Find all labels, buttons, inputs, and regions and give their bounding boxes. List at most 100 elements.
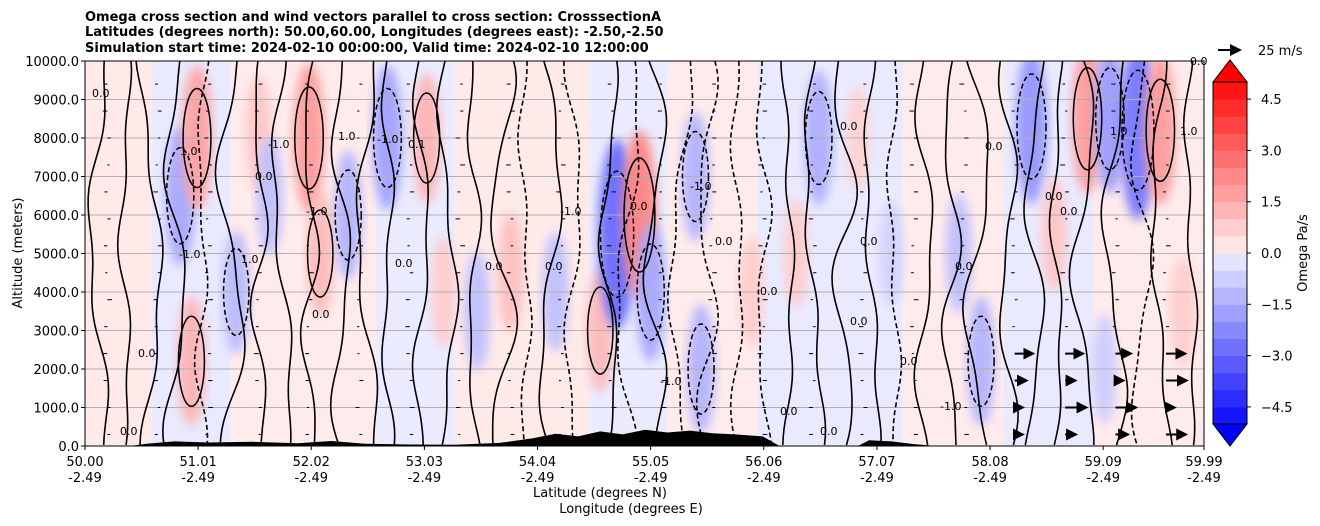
contour-loop [1121, 69, 1155, 192]
contour-label: 0.0 [92, 87, 110, 100]
contour-label: -1.0 [560, 205, 581, 218]
x-tick-label-lat: 51.01 [180, 455, 217, 470]
x-tick-label-lat: 52.02 [293, 455, 330, 470]
colorbar-level [1213, 133, 1247, 151]
contour-positive [329, 61, 352, 446]
colorbar-level [1213, 304, 1247, 322]
contour-positive [466, 61, 483, 446]
colorbar-level [1213, 218, 1247, 237]
contour-label: 0.0 [255, 170, 273, 183]
colorbar-tick-label: −1.5 [1261, 298, 1293, 313]
omega-cell [967, 296, 996, 427]
colorbar-level [1213, 235, 1247, 254]
contour-negative [755, 61, 773, 446]
contour-loop [306, 209, 334, 298]
contour-positive [1100, 61, 1129, 446]
colorbar-level [1213, 99, 1247, 117]
y-tick-label: 9000.0 [34, 94, 80, 109]
contour-loop [681, 130, 710, 223]
title-line-2: Latitudes (degrees north): 50.00,60.00, … [85, 25, 664, 40]
omega-cell [1170, 256, 1196, 367]
contour-loop [1145, 78, 1176, 183]
colorbar-level [1213, 389, 1247, 408]
title-line-3: Simulation start time: 2024-02-10 00:00:… [85, 41, 649, 56]
contour-label: -1.0 [179, 248, 200, 261]
contour-positive [1068, 61, 1095, 446]
contour-positive [780, 61, 796, 446]
contour-negative [616, 61, 640, 446]
contour-label: 1.0 [241, 253, 259, 266]
x-axis-label-latitude: Latitude (degrees N) [533, 486, 667, 501]
x-tick-label-lat: 58.08 [971, 455, 1008, 470]
contour-positive [863, 61, 882, 446]
contour-labels: 0.0 1.0 0.0 -1.0 1.0 -1.0 0.1 -1.0 -1.0 … [92, 55, 1208, 438]
title-line-1: Omega cross section and wind vectors par… [85, 10, 661, 25]
x-axis-label-longitude: Longitude (degrees E) [559, 502, 703, 517]
contour-positive [270, 61, 293, 446]
contour-lines [87, 61, 1199, 446]
omega-cell [256, 135, 284, 256]
contour-loop [222, 247, 250, 337]
contour-loop [182, 87, 212, 189]
x-tick-label-lon: -2.49 [68, 471, 102, 486]
x-tick-label-lon: -2.49 [408, 471, 442, 486]
contour-positive [1048, 61, 1064, 446]
contour-label: 1.0 [1110, 125, 1128, 138]
contour-positive [249, 61, 269, 446]
y-tick-label: 10000.0 [25, 55, 79, 70]
contour-loop [687, 323, 715, 415]
x-tick-label-lon: -2.49 [860, 471, 894, 486]
contour-negative [695, 61, 720, 446]
contour-negative [729, 61, 744, 446]
colorbar-tick-label: −3.0 [1261, 350, 1293, 365]
contour-positive [1182, 61, 1199, 446]
contour-label: 0.0 [900, 355, 918, 368]
contour-label: 0.0 [630, 200, 648, 213]
contour-positive [380, 61, 396, 446]
x-tick-label-lon: -2.49 [521, 471, 555, 486]
x-tick-label-lon: -2.49 [1086, 471, 1120, 486]
y-tick-label: 2000.0 [34, 363, 80, 378]
contour-positive [831, 61, 859, 446]
contour-label: 0.0 [985, 140, 1003, 153]
contour-positive [116, 61, 133, 446]
contour-label: 0.0 [860, 235, 878, 248]
y-tick-label: 7000.0 [34, 171, 80, 186]
contour-label: 0.0 [312, 308, 330, 321]
x-tick-label-lon: -2.49 [294, 471, 328, 486]
x-tick-label-lat: 50.00 [66, 455, 103, 470]
y-tick-label: 0.0 [58, 440, 79, 455]
contour-loop [1072, 67, 1103, 171]
y-axis: 0.0 1000.0 2000.0 3000.0 4000.0 5000.0 6000.0 7… [25, 55, 85, 455]
contour-loop [294, 86, 324, 190]
x-axis: 50.00-2.4951.01-2.4952.02-2.4953.03-2.49… [66, 446, 1223, 486]
contour-positive [299, 61, 321, 446]
colorbar-level [1213, 150, 1247, 168]
contour-label: 0.0 [760, 285, 778, 298]
contour-label: 0.0 [1190, 55, 1208, 68]
contour-positive [1023, 61, 1046, 446]
colorbar-level [1213, 355, 1247, 374]
quiver-key: 25 m/s [1218, 44, 1303, 59]
contour-positive [411, 61, 429, 446]
omega-cell [1041, 176, 1067, 292]
contour-positive [597, 61, 620, 446]
contour-loop [372, 87, 403, 189]
contour-label: 0.0 [820, 425, 838, 438]
plot-area [84, 60, 1205, 447]
x-tick-label-lat: 59.99 [1185, 455, 1222, 470]
contour-label: -1.0 [940, 400, 961, 413]
contour-label: 0.0 [138, 347, 156, 360]
x-tick-label-lon: -2.49 [747, 471, 781, 486]
contour-positive [87, 61, 110, 446]
x-tick-label-lat: 56.06 [745, 455, 782, 470]
y-tick-label: 4000.0 [34, 286, 80, 301]
colorbar-level [1213, 338, 1247, 357]
contour-label: 0.0 [715, 235, 733, 248]
colorbar-tick-label: 0.0 [1261, 247, 1282, 262]
colorbar-level [1213, 167, 1247, 186]
terrain [85, 429, 1204, 446]
contour-positive [435, 61, 460, 446]
x-tick-label-lon: -2.49 [1187, 471, 1221, 486]
